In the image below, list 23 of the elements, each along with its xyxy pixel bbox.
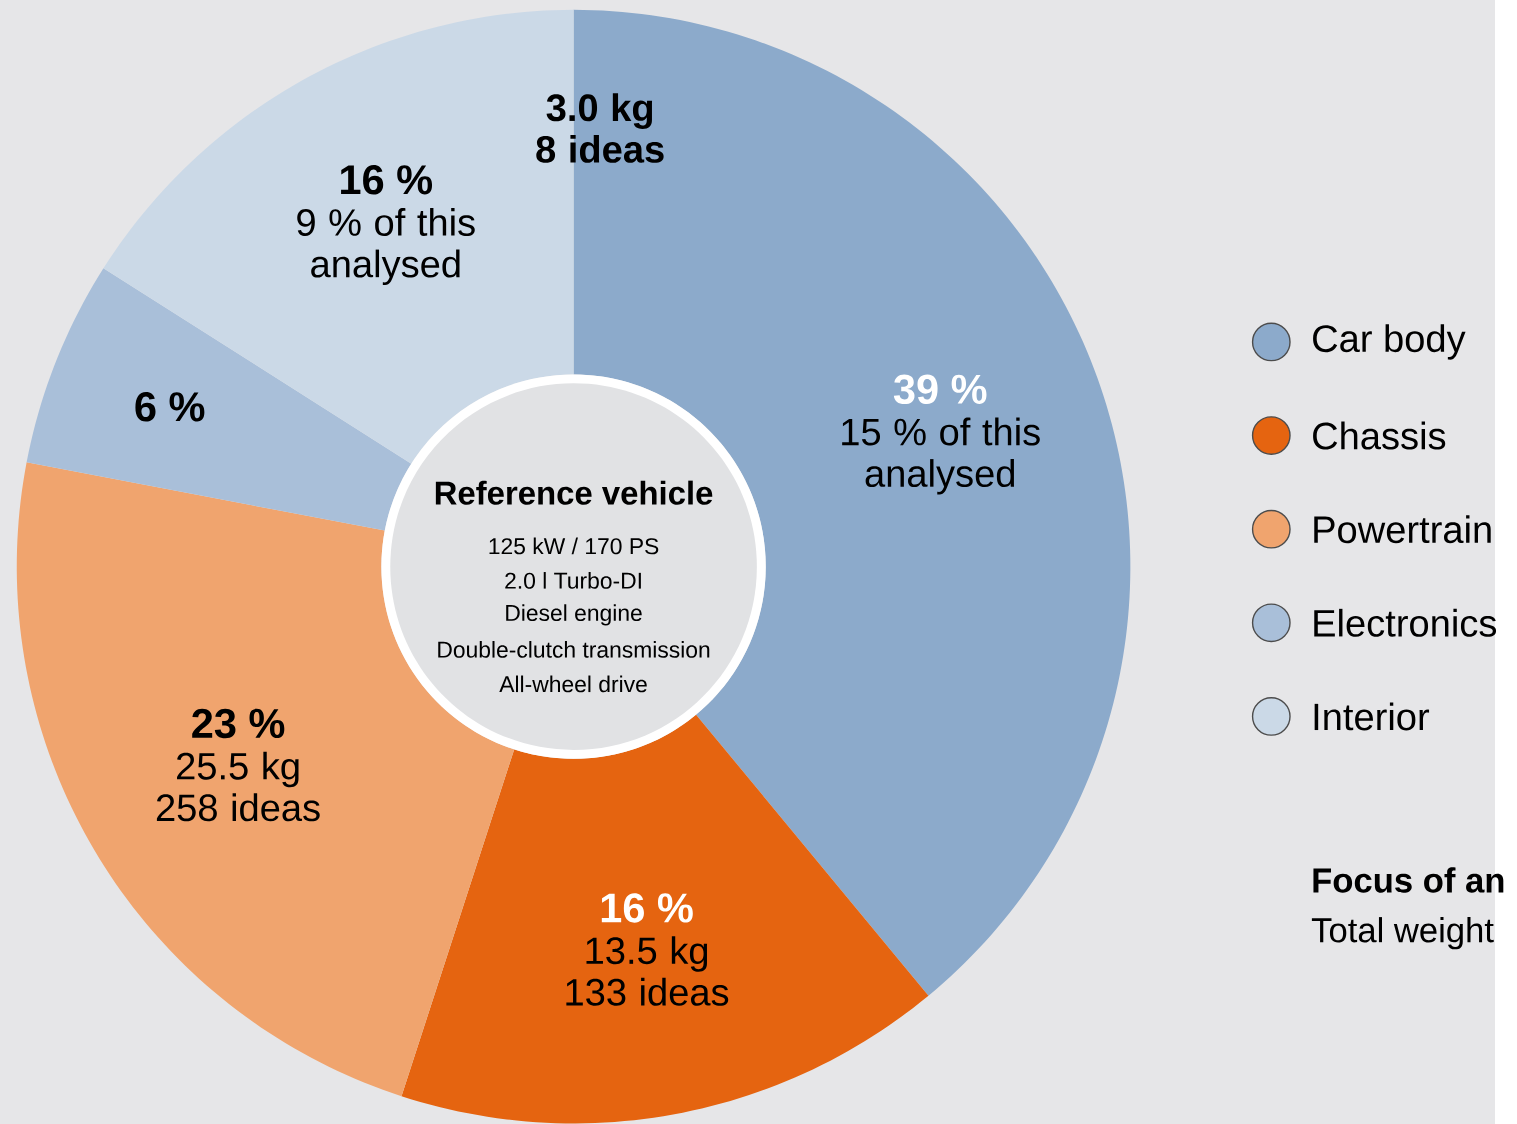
data-label: 39 %	[893, 374, 987, 404]
text: Total weight	[1311, 916, 1494, 950]
text: 25.5 kg 258 ideas	[156, 751, 320, 822]
text: All-wheel drive	[499, 675, 647, 693]
text: 2.0 l Turbo-DI	[505, 571, 641, 589]
legend-label: Electronics	[1314, 608, 1497, 637]
text: 15 % of this analysed	[842, 417, 1040, 495]
legend-label: Car body	[1313, 323, 1466, 360]
text: 125 kW / 170 PS	[489, 537, 659, 555]
legend-label: Chassis	[1313, 421, 1446, 450]
text: Double-clutch transmission	[438, 640, 710, 658]
data-label: 16 %	[341, 164, 433, 195]
legend-label: Interior	[1314, 702, 1430, 731]
text: 9 % of this analysed	[297, 207, 475, 285]
data-label: 6 %	[135, 391, 205, 422]
legend-label: Powertrain	[1314, 515, 1491, 543]
text: Diesel engine	[506, 604, 642, 626]
text: 13.5 kg 133 ideas	[566, 936, 729, 1006]
data-label: 23 %	[192, 708, 285, 739]
data-label: 16 %	[601, 893, 693, 923]
text: Focus of an	[1313, 867, 1504, 893]
text: Reference vehicle	[435, 480, 713, 505]
text: 3.0 kg 8 ideas	[536, 93, 664, 163]
